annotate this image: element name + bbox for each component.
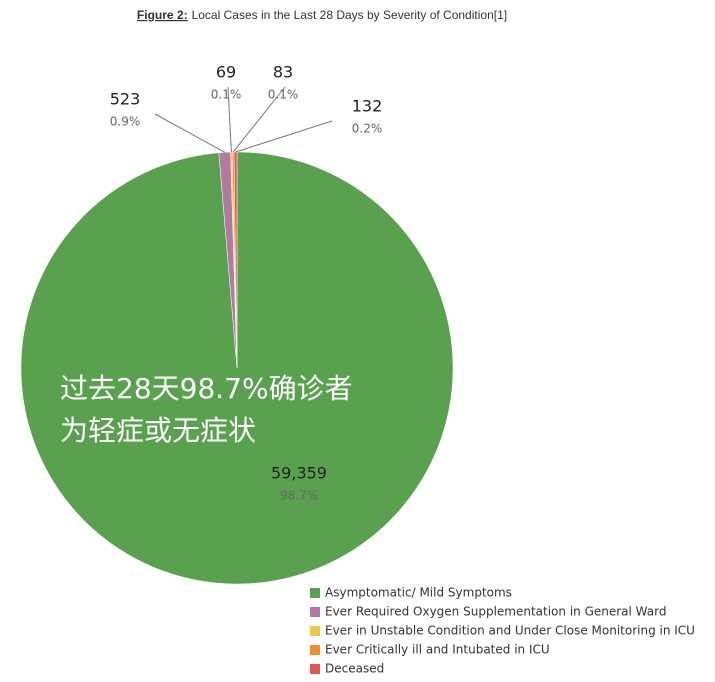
legend-swatch [310,588,320,598]
value-label: 523 [110,90,141,109]
annotation: 过去28天98.7%确诊者 [60,372,353,405]
legend-swatch [310,664,320,674]
percent-label: 0.2% [352,122,383,136]
percent-label: 0.1% [211,88,242,102]
legend-label: Ever Required Oxygen Supplementation in … [325,605,666,619]
legend-swatch [310,626,320,636]
title-text: Local Cases in the Last 28 Days by Sever… [192,8,508,22]
legend-label: Deceased [325,662,384,676]
percent-label: 98.7% [280,489,318,503]
value-label: 69 [216,63,236,82]
percent-label: 0.9% [110,115,141,129]
legend-swatch [310,607,320,617]
title-prefix: Figure 2: [137,8,188,22]
legend-label: Ever Critically ill and Intubated in ICU [325,643,550,657]
leader-line [227,86,232,153]
chart-title: Figure 2: Local Cases in the Last 28 Days… [137,8,507,22]
leader-line [232,86,286,153]
value-label: 83 [273,63,293,82]
value-label: 59,359 [271,464,327,483]
value-label: 132 [352,97,383,116]
legend-label: Asymptomatic/ Mild Symptoms [325,586,512,600]
leader-line [235,120,333,153]
legend-label: Ever in Unstable Condition and Under Clo… [325,624,695,638]
percent-label: 0.1% [268,88,299,102]
legend-swatch [310,645,320,655]
annotation: 为轻症或无症状 [60,414,256,447]
leader-line [154,113,225,153]
